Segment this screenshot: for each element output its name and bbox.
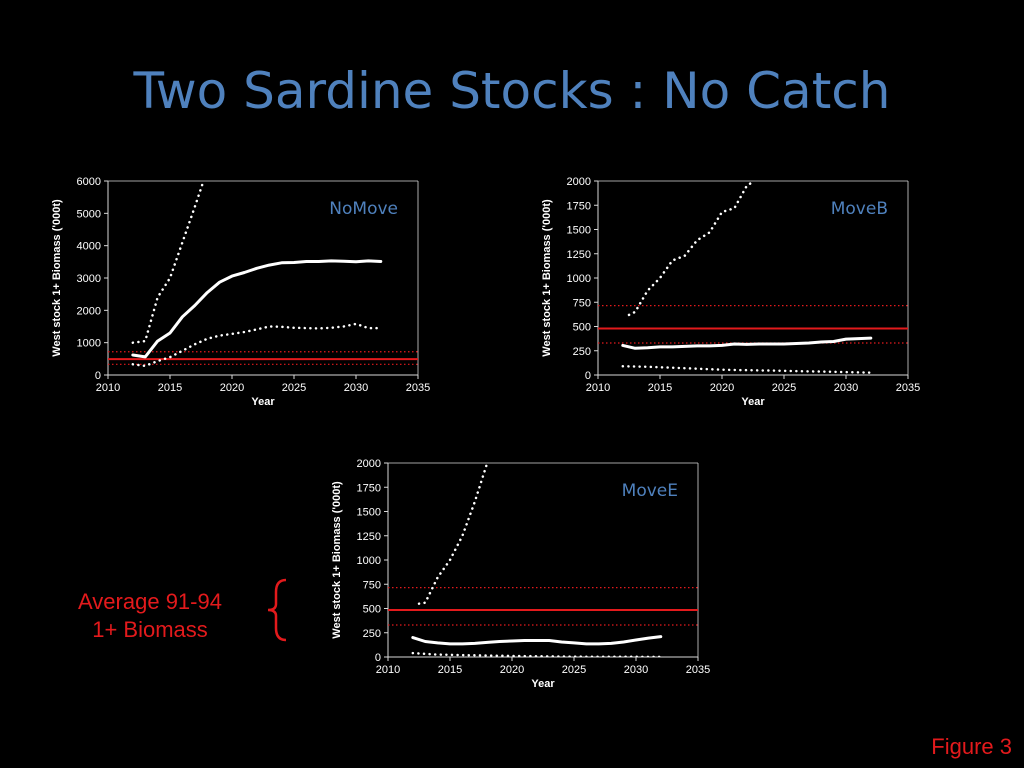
x-tick-label: 2025 [772,382,796,394]
x-tick-label: 2020 [220,382,244,394]
y-tick-label: 0 [95,370,101,382]
x-tick-label: 2035 [406,382,430,394]
y-tick-label: 1500 [357,507,381,519]
chart-nomove: 0 1000 2000 3000 4000 5000 6000 2010 2015 2020 202… [51,176,430,408]
x-tick-label: 2035 [686,664,710,676]
x-tick-label: 2015 [158,382,182,394]
x-tick-label: 2035 [896,382,920,394]
x-tick-label: 2020 [500,664,524,676]
x-tick-label: 2010 [376,664,400,676]
x-tick-label: 2030 [344,382,368,394]
annotation-line-1: Average 91-94 [78,589,222,614]
series-lower-line [411,651,663,657]
x-tick-label: 2025 [282,382,306,394]
series-median-line [621,336,873,350]
y-tick-label: 750 [573,297,591,309]
y-tick-label: 2000 [567,176,591,188]
chart-movee: 0 250 500 750 1000 1250 1500 1750 2000 2010 2015 20… [331,458,710,690]
x-tick-label: 2010 [586,382,610,394]
x-tick-label: 2010 [96,382,120,394]
y-tick-label: 1000 [77,338,101,350]
slide-title: Two Sardine Stocks : No Catch [133,62,891,120]
x-axis-title: Year [531,678,555,690]
y-tick-label: 0 [375,652,381,664]
y-tick-label: 1250 [567,249,591,261]
y-tick-label: 500 [573,322,591,334]
y-tick-label: 1000 [567,273,591,285]
y-tick-label: 500 [363,604,381,616]
panel-label-movee: MoveE [622,481,678,501]
series-median-line [131,259,383,359]
chart-moveb: 0 250 500 750 1000 1250 1500 1750 2000 2010 2015 20… [541,176,920,408]
series-lower-line [621,365,873,374]
y-tick-label: 250 [573,346,591,358]
y-tick-label: 250 [363,628,381,640]
y-tick-label: 1000 [357,555,381,567]
y-tick-label: 2000 [77,305,101,317]
x-tick-label: 2020 [710,382,734,394]
y-tick-label: 3000 [77,273,101,285]
series-median-line [411,635,663,646]
reference-annotation: Average 91-94 1+ Biomass [40,588,260,644]
annotation-line-2: 1+ Biomass [92,617,208,642]
y-tick-label: 4000 [77,241,101,253]
x-tick-label: 2030 [834,382,858,394]
x-axis-title: Year [741,396,765,408]
series-upper-line [131,181,205,344]
y-axis-title: West stock 1+ Biomass ('000t) [51,199,63,357]
y-tick-label: 2000 [357,458,381,470]
y-tick-label: 1500 [567,225,591,237]
y-tick-label: 750 [363,579,381,591]
x-tick-label: 2015 [648,382,672,394]
panel-label-nomove: NoMove [329,199,398,219]
series-upper-line [627,181,756,317]
y-tick-label: 5000 [77,208,101,220]
x-tick-label: 2030 [624,664,648,676]
y-tick-label: 0 [585,370,591,382]
x-axis-title: Year [251,396,275,408]
y-tick-label: 1250 [357,531,381,543]
x-tick-label: 2015 [438,664,462,676]
curly-brace-icon [267,578,287,642]
y-tick-label: 1750 [567,200,591,212]
y-tick-label: 6000 [77,176,101,188]
x-tick-label: 2025 [562,664,586,676]
series-upper-line [417,463,489,605]
y-axis-title: West stock 1+ Biomass ('000t) [331,481,343,639]
panel-label-moveb: MoveB [831,199,888,219]
y-axis-title: West stock 1+ Biomass ('000t) [541,199,553,357]
y-tick-label: 1750 [357,482,381,494]
series-lower-line [131,322,383,368]
figure-label: Figure 3 [931,734,1012,759]
